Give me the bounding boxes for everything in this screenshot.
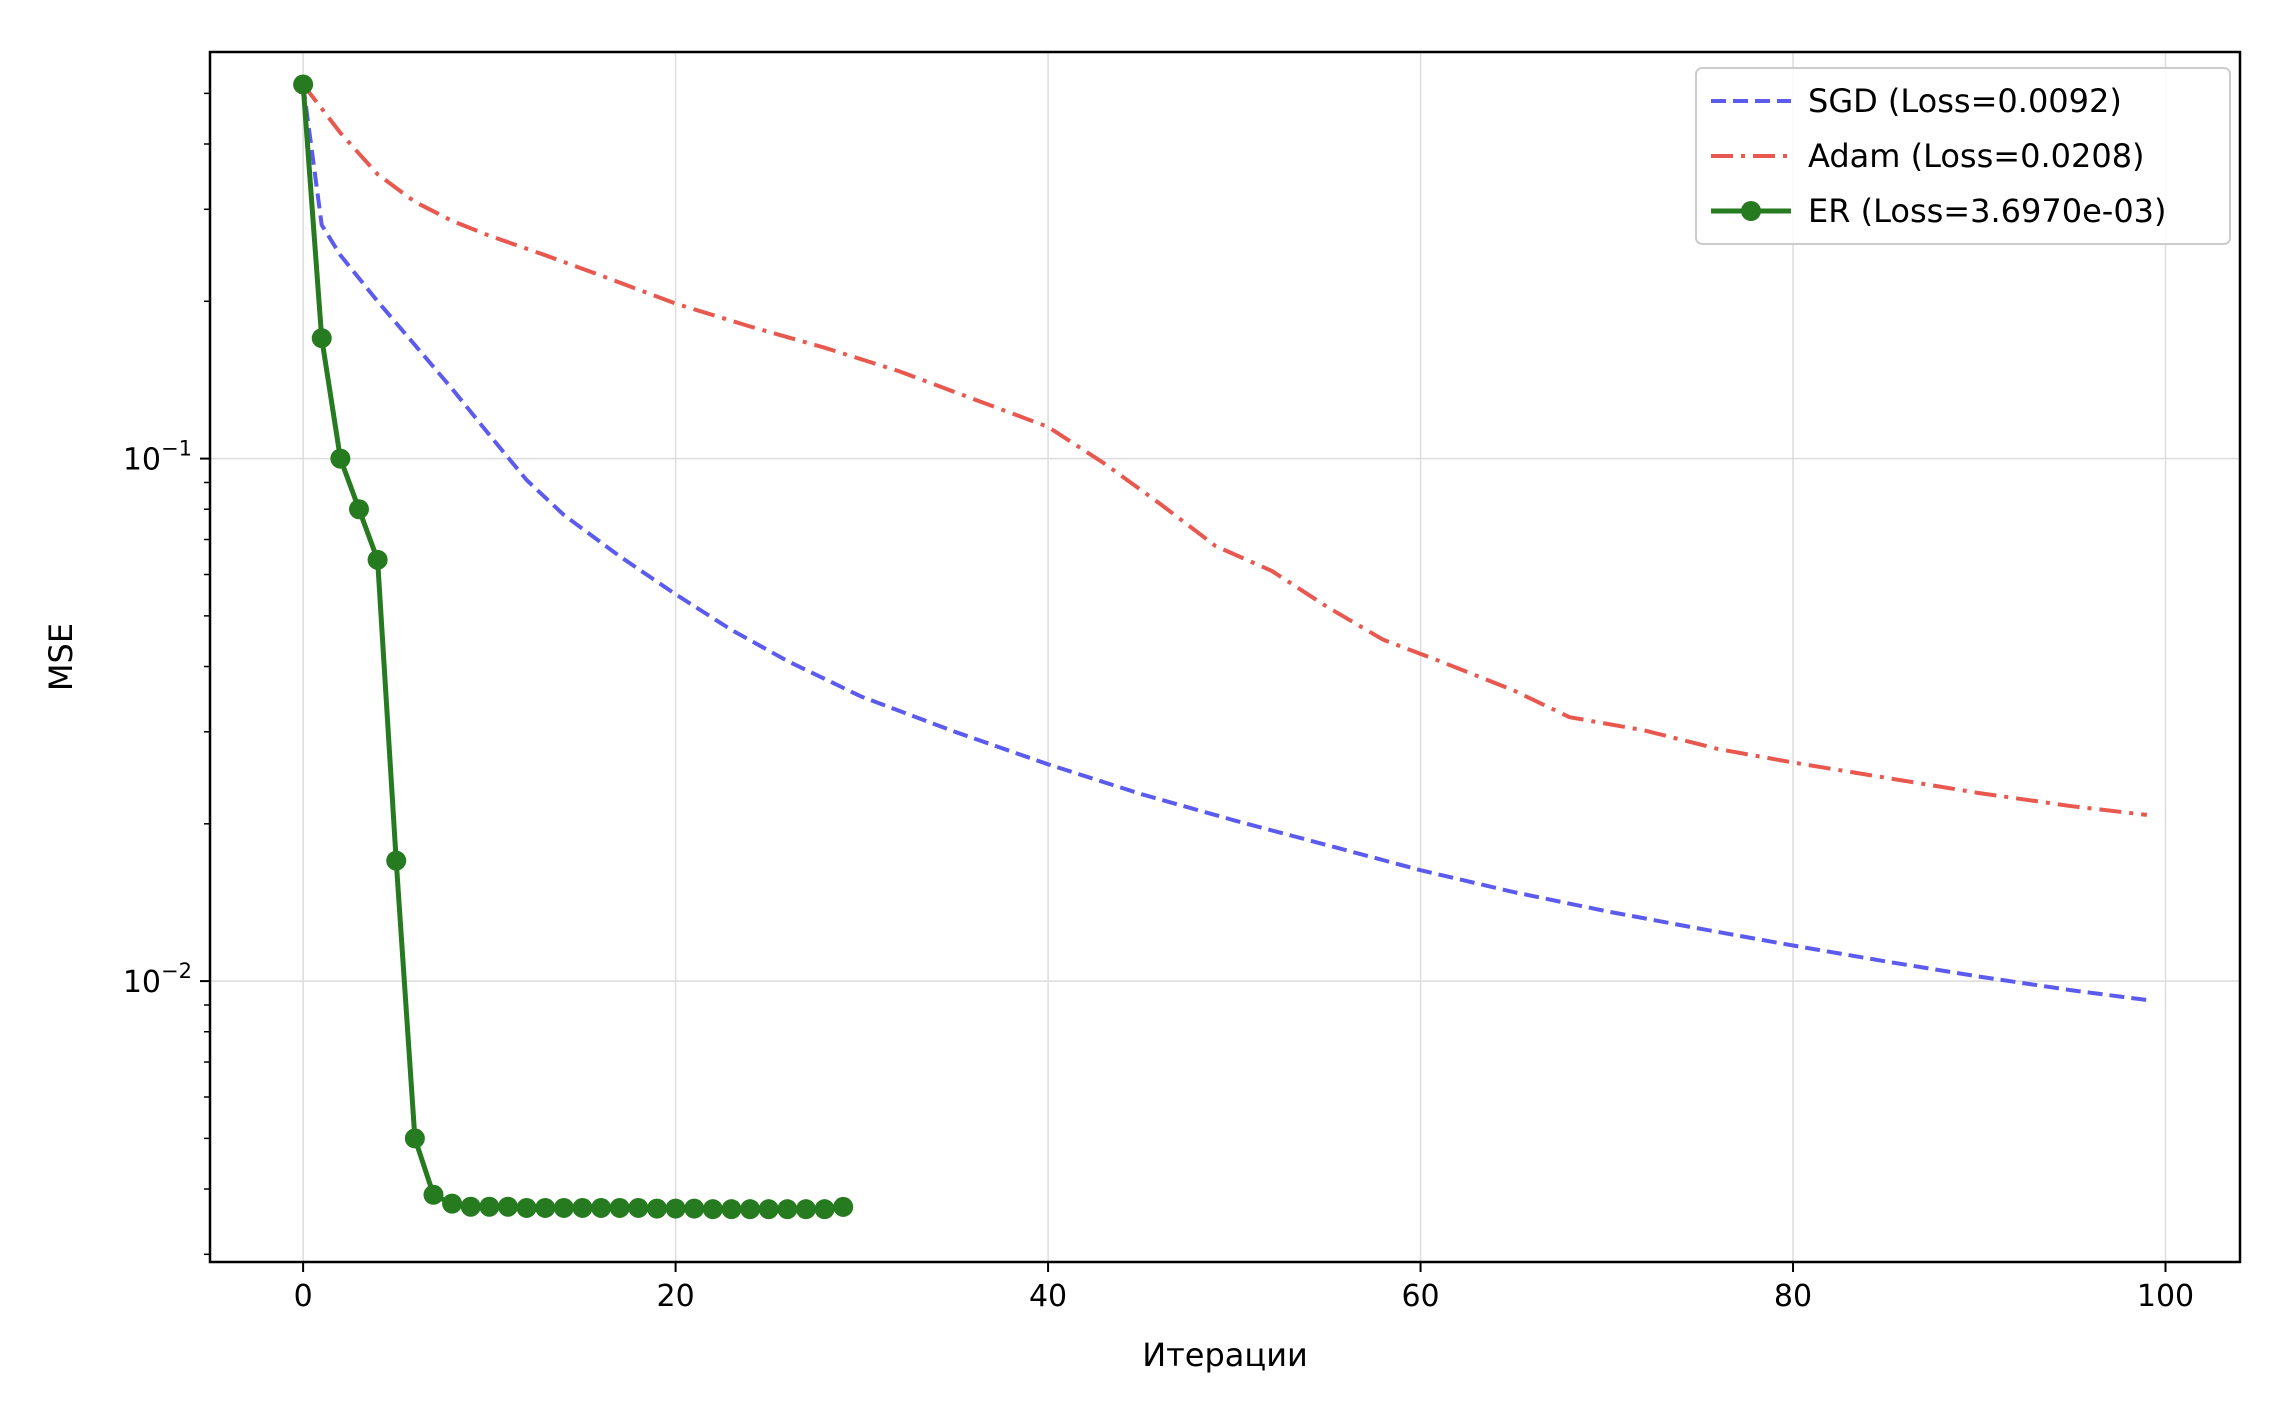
- series-marker: [684, 1198, 705, 1219]
- series-marker: [777, 1199, 798, 1220]
- x-tick-label: 0: [294, 1279, 313, 1314]
- series-marker: [348, 499, 369, 520]
- series-marker: [293, 74, 314, 95]
- series-marker: [833, 1196, 854, 1217]
- y-tick-label: 10−1: [123, 437, 192, 478]
- x-axis-label: Итерации: [1142, 1336, 1308, 1374]
- series-marker: [442, 1193, 463, 1214]
- x-tick-label: 100: [2137, 1279, 2194, 1314]
- series-marker: [479, 1196, 500, 1217]
- series-marker: [460, 1196, 481, 1217]
- legend-marker: [1741, 201, 1761, 221]
- x-tick-label: 80: [1774, 1279, 1812, 1314]
- series-marker: [591, 1197, 612, 1218]
- x-tick-label: 60: [1401, 1279, 1439, 1314]
- ticks: 0 20 40 60 80 100 10−1 10−2: [123, 92, 2194, 1314]
- series-marker: [516, 1197, 537, 1218]
- plot-frame: [208, 50, 2242, 1264]
- legend-entry: SGD (Loss=0.0092): [1808, 82, 2122, 120]
- series-marker: [311, 328, 332, 349]
- series-marker: [386, 850, 407, 871]
- y-tick-label: 10−2: [123, 959, 192, 1000]
- series-marker: [609, 1197, 630, 1218]
- legend-entry: ER (Loss=3.6970e-03): [1808, 192, 2167, 230]
- series-marker: [814, 1199, 835, 1220]
- legend-box: [1695, 67, 2231, 245]
- series-marker: [721, 1199, 742, 1220]
- series-marker: [404, 1128, 425, 1149]
- series-marker: [702, 1199, 723, 1220]
- series-marker: [646, 1198, 667, 1219]
- series-marker: [423, 1184, 444, 1205]
- legend-entry: Adam (Loss=0.0208): [1808, 137, 2145, 175]
- series-marker: [497, 1196, 518, 1217]
- series-marker: [740, 1199, 761, 1220]
- grid: [210, 52, 2240, 1262]
- series-marker: [535, 1197, 556, 1218]
- series-marker: [572, 1197, 593, 1218]
- series-layer: [293, 74, 2148, 1220]
- x-tick-label: 40: [1029, 1279, 1067, 1314]
- legend: SGD (Loss=0.0092) Adam (Loss=0.0208) ER (L…: [1695, 67, 2231, 245]
- series-marker: [330, 448, 351, 469]
- series-marker: [367, 549, 388, 570]
- series-line: [301, 83, 2148, 817]
- series-marker: [553, 1197, 574, 1218]
- x-tick-label: 20: [657, 1279, 695, 1314]
- y-axis-label: MSE: [42, 623, 80, 691]
- series-marker: [795, 1199, 816, 1220]
- series-line: [301, 84, 2148, 1002]
- series-marker: [665, 1198, 686, 1219]
- series-marker: [628, 1197, 649, 1218]
- series-marker: [758, 1199, 779, 1220]
